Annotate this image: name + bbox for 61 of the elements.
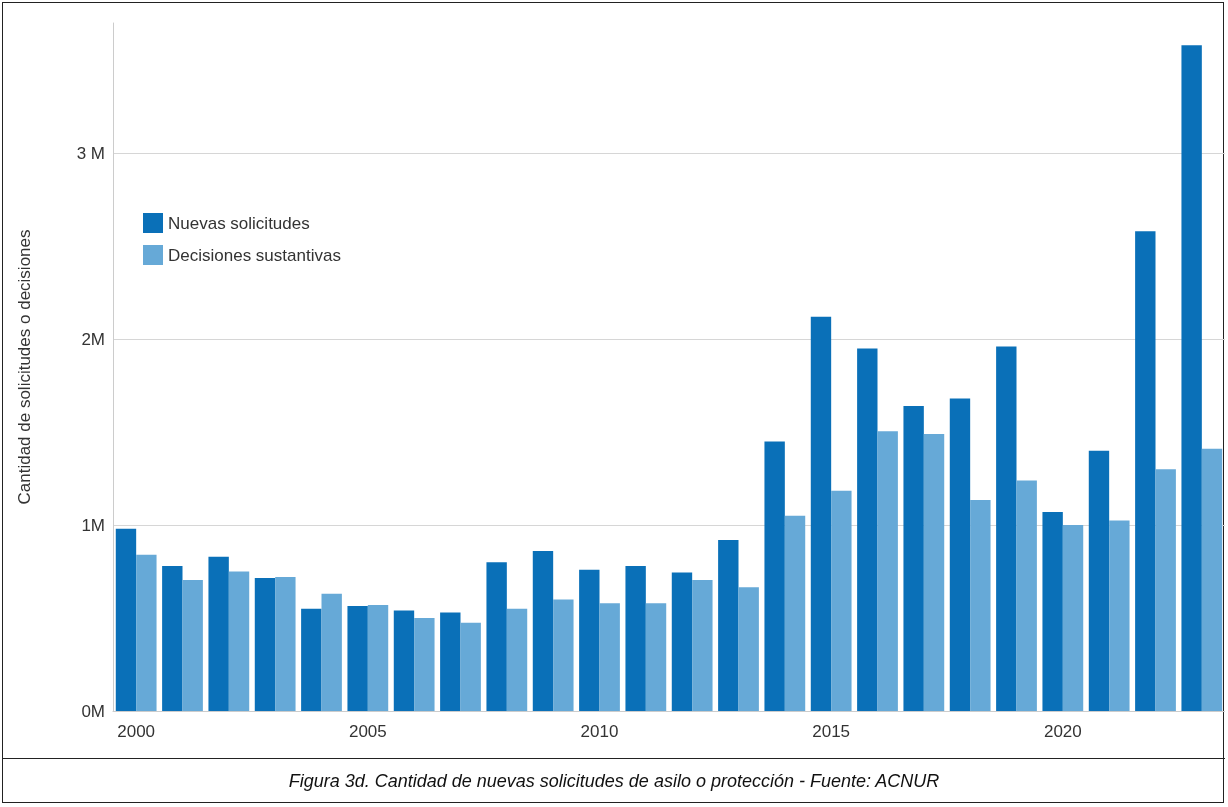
bar xyxy=(486,562,507,711)
bar xyxy=(877,431,898,711)
bar xyxy=(718,539,739,711)
x-tick-label: 2010 xyxy=(580,722,619,741)
bar xyxy=(460,622,481,711)
x-tick-label: 2005 xyxy=(348,722,387,741)
bar xyxy=(532,551,554,711)
bar xyxy=(301,608,322,711)
bar xyxy=(1109,520,1130,711)
y-axis-title: Cantidad de solicitudes o decisiones xyxy=(15,229,34,505)
y-tick-label: 3 M xyxy=(76,143,105,163)
bar xyxy=(692,579,713,711)
bar xyxy=(599,603,620,711)
bar xyxy=(1181,45,1202,711)
bar xyxy=(275,577,296,711)
bar xyxy=(393,610,415,711)
bar xyxy=(553,599,574,711)
x-tick-label: 2015 xyxy=(812,722,851,741)
legend-label: Decisiones sustantivas xyxy=(168,245,341,265)
bar xyxy=(506,608,528,711)
y-tick-label: 1M xyxy=(81,515,105,535)
bar xyxy=(764,441,785,711)
bar xyxy=(1088,450,1110,711)
bar xyxy=(136,554,157,711)
bar xyxy=(367,605,389,711)
bar xyxy=(923,433,945,711)
bar xyxy=(949,398,971,711)
y-tick-label: 2M xyxy=(81,329,105,349)
legend-label: Nuevas solicitudes xyxy=(168,213,310,233)
bar xyxy=(738,587,759,711)
x-tick-label: 2000 xyxy=(117,722,156,741)
bar xyxy=(1201,448,1223,711)
bar xyxy=(1016,480,1037,711)
bar xyxy=(579,569,600,711)
bar xyxy=(625,565,646,711)
bar xyxy=(1135,231,1156,711)
bar xyxy=(831,490,852,711)
bar xyxy=(321,593,342,711)
bar xyxy=(347,605,368,711)
bar xyxy=(857,348,878,711)
bar xyxy=(208,556,229,711)
bar xyxy=(645,603,667,711)
bar xyxy=(1042,512,1063,711)
bar xyxy=(671,572,693,711)
bar xyxy=(970,499,991,711)
bar xyxy=(903,406,924,711)
bar xyxy=(440,612,461,711)
x-tick-label: 2020 xyxy=(1043,722,1082,741)
bar xyxy=(162,565,183,711)
bar xyxy=(414,618,435,711)
bar xyxy=(228,571,250,711)
text: Figura 3d. Cantidad de nuevas solicitudes de asilo o protección - Fuente: ACNUR xyxy=(3,758,1225,803)
bar xyxy=(115,528,137,711)
bar xyxy=(182,579,203,711)
bar xyxy=(810,316,832,711)
bar xyxy=(254,578,276,711)
bar xyxy=(1155,469,1176,711)
bar xyxy=(784,515,806,711)
bar xyxy=(996,346,1017,711)
y-tick-label: 0M xyxy=(81,701,105,721)
bar xyxy=(1062,525,1084,711)
